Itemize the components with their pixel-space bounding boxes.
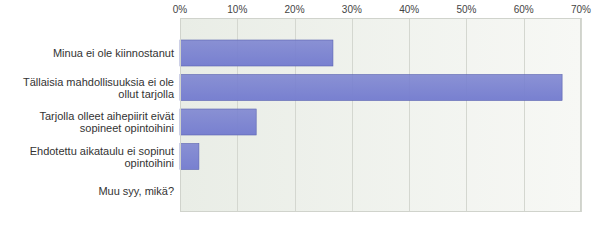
bar — [180, 75, 562, 101]
tick-label: 10% — [227, 4, 247, 15]
label-line: Minua ei ole kiinnostanut — [53, 47, 174, 59]
category-label: Minua ei ole kiinnostanut — [53, 47, 174, 59]
grid-line — [524, 18, 525, 212]
grid-line — [352, 18, 353, 212]
label-line: Ehdotettu aikataulu ei sopinut — [30, 145, 174, 157]
label-line: ollut tarjolla — [118, 88, 175, 100]
category-label: Muu syy, mikä? — [98, 185, 174, 197]
label-line: Tällaisia mahdollisuuksia ei ole — [23, 76, 174, 88]
bar — [180, 109, 256, 135]
label-line: Muu syy, mikä? — [98, 185, 174, 197]
tick-label: 30% — [342, 4, 362, 15]
category-label: Tarjolla olleet aihepiirit eivätsopineet… — [39, 110, 174, 134]
grid-line — [581, 18, 582, 212]
plot-frame — [181, 19, 581, 212]
plot-background — [180, 18, 581, 212]
tick-label: 60% — [514, 4, 534, 15]
tick-label: 20% — [285, 4, 305, 15]
category-label: Tällaisia mahdollisuuksia ei oleollut ta… — [23, 76, 175, 100]
grid-line — [466, 18, 467, 212]
category-label: Ehdotettu aikataulu ei sopinutopintoihin… — [30, 145, 174, 169]
chart: 0% 10% 20% 30% 40% 50% 60% 70% Minua ei ole kiin… — [0, 0, 600, 225]
tick-label: 50% — [456, 4, 476, 15]
bar — [180, 144, 199, 170]
grid-line — [409, 18, 410, 212]
tick-label: 0% — [173, 4, 188, 15]
label-line: Tarjolla olleet aihepiirit eivät — [39, 110, 174, 122]
tick-label: 70% — [571, 4, 591, 15]
label-line: opintoihini — [124, 157, 174, 169]
label-line: sopineet opintoihini — [80, 122, 174, 134]
tick-label: 40% — [399, 4, 419, 15]
bar — [180, 40, 333, 66]
